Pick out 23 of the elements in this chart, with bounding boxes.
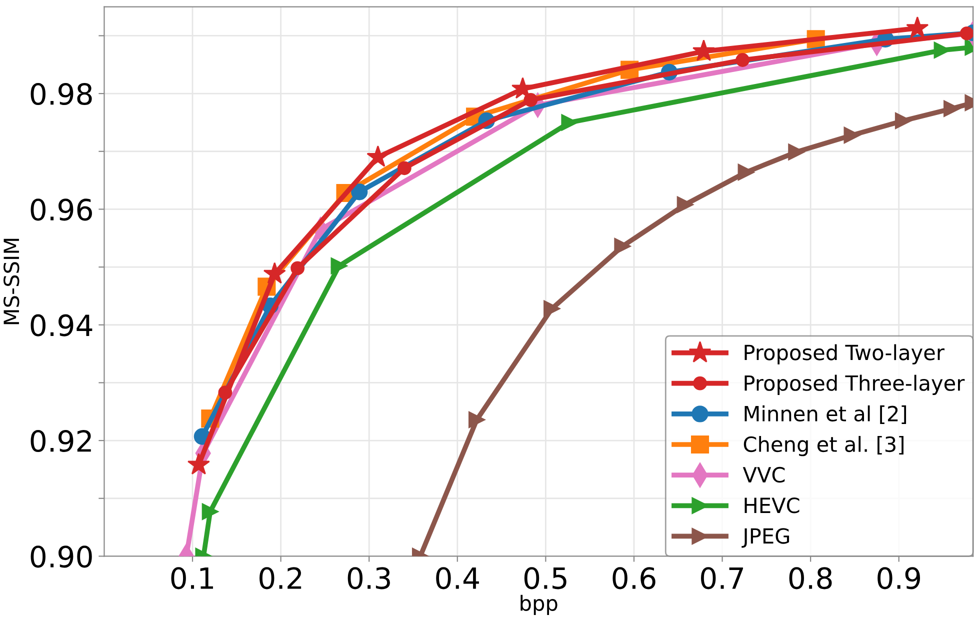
- x-tick-label: 0.7: [701, 567, 743, 590]
- x-tick-label: 0.9: [878, 567, 920, 590]
- y-axis-title: MS-SSIM: [4, 238, 20, 324]
- y-tick-label: 0.96: [30, 198, 92, 221]
- y-tick-label: 0.90: [30, 546, 92, 568]
- y-tick-label: 0.92: [30, 430, 91, 452]
- legend-label: Proposed Two-layer: [744, 344, 944, 364]
- legend-label: Minnen et al [2]: [744, 405, 906, 424]
- legend-label: HEVC: [744, 497, 800, 514]
- x-tick-label: 0.5: [524, 567, 566, 590]
- y-tick-label: 0.98: [30, 82, 92, 106]
- x-tick-label: 0.8: [789, 567, 832, 590]
- legend-label: Cheng et al. [3]: [744, 436, 904, 456]
- y-tick-label: 0.94: [30, 314, 92, 336]
- legend-label: Proposed Three-layer: [744, 374, 965, 395]
- x-tick-label: 0.2: [260, 567, 302, 590]
- x-axis-title: bpp: [520, 594, 558, 616]
- x-tick-label: 0.4: [436, 567, 479, 590]
- x-tick-label: 0.6: [612, 567, 656, 590]
- x-tick-label: 0.1: [171, 567, 214, 590]
- x-tick-label: 0.3: [348, 567, 390, 590]
- legend-label: VVC: [742, 466, 785, 483]
- legend-label: JPEG: [742, 528, 790, 548]
